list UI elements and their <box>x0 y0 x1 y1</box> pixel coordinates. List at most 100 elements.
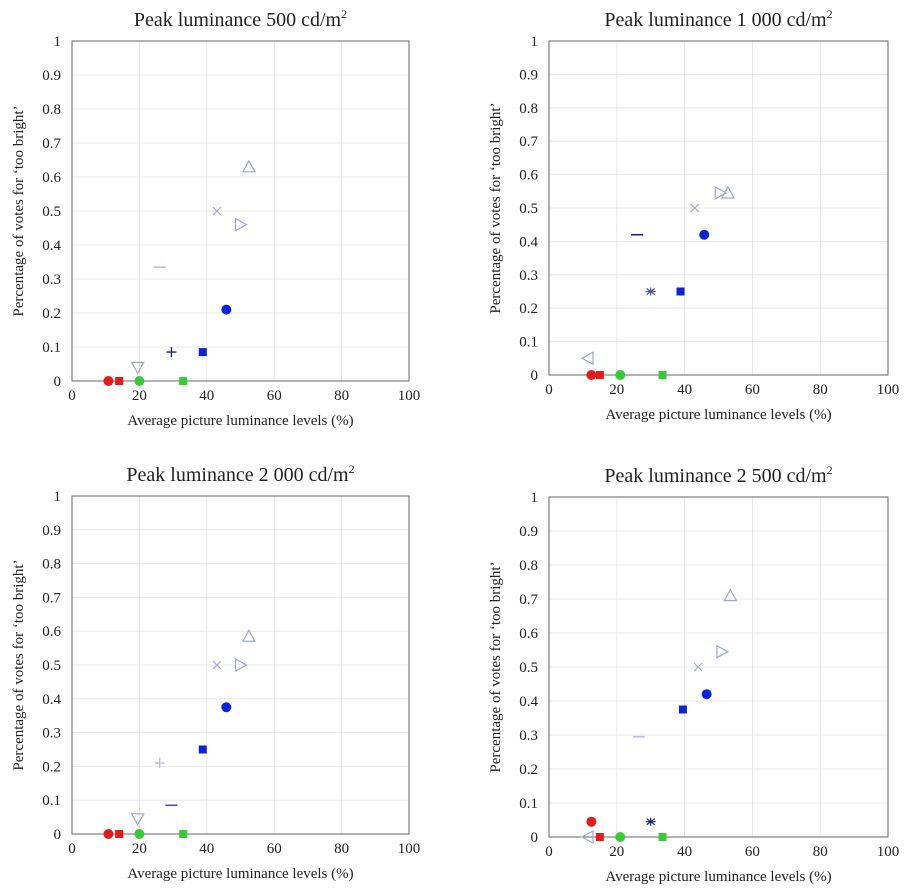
y-tick-label: 0 <box>54 374 62 390</box>
x-tick-label: 20 <box>132 841 147 857</box>
x-tick-label: 40 <box>677 382 692 398</box>
y-tick-label: 0.7 <box>42 590 61 606</box>
data-point-cross <box>690 203 700 213</box>
y-tick-label: 0.5 <box>42 658 61 674</box>
x-tick-label: 80 <box>813 382 828 398</box>
y-tick-label: 0.9 <box>519 524 538 540</box>
y-tick-label: 0.3 <box>519 728 538 744</box>
y-tick-label: 0.3 <box>42 272 61 288</box>
y-axis-label: Percentage of votes for ‘too bright’ <box>11 105 27 316</box>
plot-frame <box>548 496 889 838</box>
chart-title: Peak luminance 1 000 cd/m2 <box>604 7 832 31</box>
y-axis-label: Percentage of votes for ‘too bright’ <box>488 561 504 772</box>
y-tick-label: 0.6 <box>519 168 538 184</box>
data-point-triangle-up <box>241 629 256 642</box>
data-point-square <box>595 833 604 841</box>
y-axis-label: Percentage of votes for ‘too bright’ <box>488 102 504 313</box>
data-point-triangle-down <box>130 813 145 827</box>
y-tick-label: 0.5 <box>42 204 61 220</box>
data-point-square <box>658 371 667 379</box>
x-tick-label: 40 <box>199 388 214 404</box>
data-point-square <box>676 287 685 296</box>
data-point-square <box>179 830 188 838</box>
x-tick-label: 60 <box>745 844 760 860</box>
y-tick-label: 0.4 <box>519 234 538 250</box>
x-tick-label: 0 <box>68 841 76 857</box>
y-tick-label: 0.1 <box>519 796 538 812</box>
y-tick-label: 0.6 <box>42 624 61 640</box>
y-tick-label: 0.9 <box>519 67 538 83</box>
y-tick-label: 0.8 <box>42 102 61 118</box>
data-point-square <box>595 371 604 379</box>
y-tick-label: 0.3 <box>519 268 538 284</box>
x-tick-label: 20 <box>132 388 147 404</box>
chart-title: Peak luminance 500 cd/m2 <box>134 7 347 31</box>
data-point-triangle-right <box>714 185 728 200</box>
data-point-triangle-up <box>720 185 736 199</box>
x-tick-label: 40 <box>199 841 214 857</box>
x-tick-label: 60 <box>267 388 282 404</box>
y-tick-label: 0.9 <box>42 523 61 539</box>
data-point-triangle-up <box>241 159 256 173</box>
x-axis-label: Average picture luminance levels (%) <box>605 869 831 885</box>
data-point-triangle-right <box>716 644 730 659</box>
y-tick-label: 0.8 <box>42 557 61 573</box>
data-point-triangle-left <box>580 829 594 845</box>
data-point-circle <box>134 829 145 839</box>
data-point-square <box>115 830 124 838</box>
data-point-square <box>658 833 667 841</box>
data-point-cross <box>212 206 222 216</box>
y-tick-label: 0.2 <box>519 762 538 778</box>
data-point-circle <box>103 829 114 839</box>
data-point-triangle-up <box>723 588 738 602</box>
x-tick-label: 0 <box>545 382 553 398</box>
y-tick-label: 0.4 <box>519 694 538 710</box>
x-tick-label: 100 <box>877 382 900 398</box>
y-tick-label: 0.6 <box>519 626 538 642</box>
y-tick-label: 0.6 <box>42 170 61 186</box>
chart-panel-4: 0 20 40 60 80 100 0 0.1 0.2 0.3 0.4 0.5 0.6 0.7 0.8 0.9… <box>488 463 899 885</box>
x-tick-label: 20 <box>609 382 624 398</box>
plot-frame <box>71 495 410 835</box>
y-tick-label: 0 <box>531 368 539 384</box>
x-axis-label: Average picture luminance levels (%) <box>127 866 353 882</box>
x-axis-label: Average picture luminance levels (%) <box>127 413 353 429</box>
chart-title-superscript: 2 <box>827 7 833 21</box>
y-tick-label: 0 <box>54 827 62 843</box>
y-tick-label: 0.1 <box>42 793 61 809</box>
data-point-square <box>115 377 124 385</box>
x-tick-label: 40 <box>677 844 692 860</box>
data-point-circle <box>701 689 712 700</box>
y-tick-label: 0.4 <box>42 238 61 254</box>
y-tick-label: 0.7 <box>519 592 538 608</box>
y-axis-label: Percentage of votes for ‘too bright’ <box>11 559 27 770</box>
data-point-circle <box>615 370 626 380</box>
y-tick-label: 0.4 <box>42 692 61 708</box>
chart-title: Peak luminance 2 500 cd/m2 <box>604 463 832 487</box>
plot-frame <box>548 40 889 376</box>
y-tick-label: 0.3 <box>42 726 61 742</box>
x-tick-label: 20 <box>609 844 624 860</box>
chart-title-superscript: 2 <box>341 7 347 21</box>
chart-title-text: Peak luminance 500 cd/m <box>134 9 342 31</box>
data-point-circle <box>221 304 232 315</box>
x-tick-label: 80 <box>334 841 349 857</box>
y-tick-label: 0.9 <box>42 68 61 84</box>
y-tick-label: 0.2 <box>519 301 538 317</box>
y-tick-label: 0.8 <box>519 558 538 574</box>
x-tick-label: 100 <box>398 841 421 857</box>
y-tick-label: 1 <box>531 34 539 50</box>
data-point-plus <box>154 758 165 769</box>
data-point-plus <box>166 347 177 358</box>
chart-panel-2: 0 20 40 60 80 100 0 0.1 0.2 0.3 0.4 0.5 0.6 0.7 0.8 0.9… <box>488 7 899 423</box>
y-tick-label: 0.5 <box>519 660 538 676</box>
y-tick-label: 0.1 <box>519 335 538 351</box>
chart-title-superscript: 2 <box>349 462 355 476</box>
y-tick-label: 0.1 <box>42 340 61 356</box>
x-tick-label: 60 <box>745 382 760 398</box>
chart-panel-3: 0 20 40 60 80 100 0 0.1 0.2 0.3 0.4 0.5 0.6 0.7 0.8 0.9… <box>11 462 420 882</box>
data-point-circle <box>586 816 597 827</box>
data-point-triangle-right <box>234 657 248 673</box>
y-tick-label: 1 <box>54 34 62 50</box>
y-tick-label: 0.8 <box>519 101 538 117</box>
